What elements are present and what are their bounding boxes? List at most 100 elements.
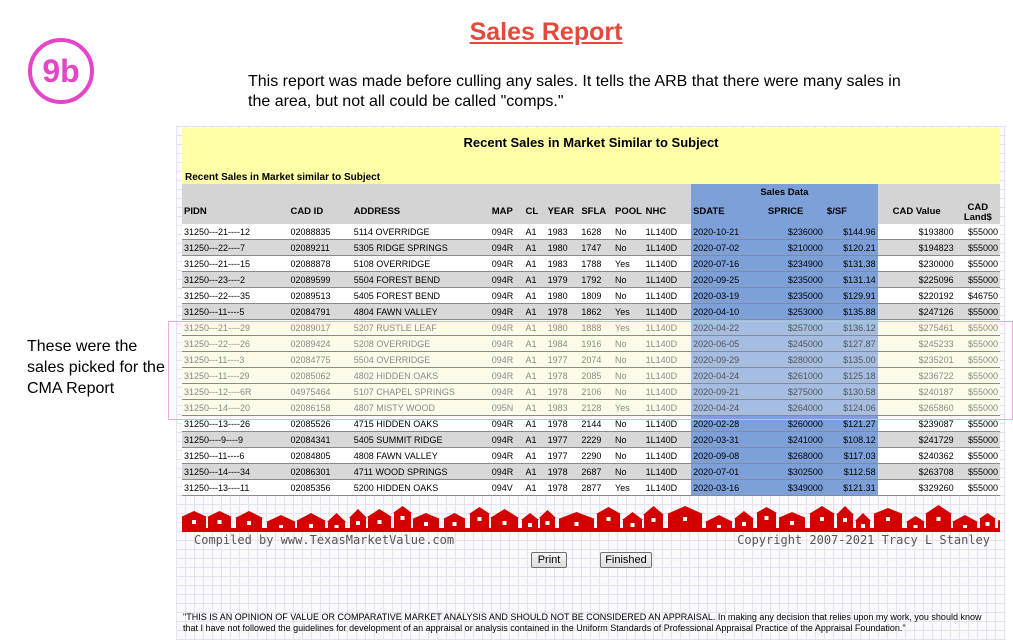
house-shape	[667, 506, 703, 530]
print-button[interactable]: Print	[531, 552, 567, 568]
cell-year: 1983	[545, 224, 580, 240]
finished-button[interactable]: Finished	[600, 552, 652, 568]
cell-cad-id: 02086301	[288, 463, 352, 480]
cell-sale-date: 2020-03-16	[691, 479, 766, 496]
cell-cad-value: $225096	[877, 271, 956, 288]
disclaimer-text: "THIS IS AN OPINION OF VALUE OR COMPARAT…	[183, 612, 982, 633]
copyright-text: Copyright 2007-2021 Tracy L Stanley	[737, 533, 990, 547]
cell-pidn: 31250----9----9	[182, 431, 289, 448]
cell-address: 5305 RIDGE SPRINGS	[351, 239, 490, 256]
cell-sale-price: $257000	[765, 319, 825, 336]
house-shape	[873, 508, 903, 530]
house-shape	[349, 509, 367, 530]
cell-sale-price: $275000	[765, 383, 825, 400]
cell-cad-id: 02088835	[288, 224, 352, 240]
cell-cad-value: $329260	[877, 479, 956, 496]
sales-report-panel: Recent Sales in Market Similar to Subjec…	[176, 126, 1013, 640]
cell-cad-land: $55000	[955, 239, 1000, 256]
cell-year: 1983	[545, 255, 580, 272]
cell-nhc: 1L140D	[643, 271, 692, 288]
cell-address: 5207 RUSTLE LEAF	[351, 319, 490, 336]
cell-address: 4807 MISTY WOOD	[351, 399, 490, 416]
cell-sale-date: 2020-09-29	[691, 351, 766, 368]
house-shape	[836, 506, 854, 530]
cell-pidn: 31250---11----29	[182, 367, 289, 384]
cell-year: 1978	[545, 479, 580, 496]
table-row-picked: 31250---11----3 02084775 5504 OVERRIDGE 094…	[182, 351, 1000, 368]
sales-table: Sales Data PIDN CAD ID ADDRESS MAP CL YE…	[182, 184, 1000, 496]
cell-price-per-sf: $120.21	[824, 239, 878, 256]
report-heading: Recent Sales in Market Similar to Subjec…	[463, 135, 719, 150]
cell-cl: A1	[523, 463, 546, 480]
cell-map: 094R	[489, 224, 524, 240]
cell-map: 094R	[489, 303, 524, 320]
cell-sfla: 1916	[579, 335, 614, 352]
cell-cad-land: $55000	[955, 319, 1000, 336]
cell-cl: A1	[523, 255, 546, 272]
cell-sfla: 1792	[579, 271, 614, 288]
col-header-pidn: PIDN	[182, 198, 289, 224]
cell-pool: Yes	[613, 255, 644, 272]
cell-pidn: 31250---22----7	[182, 239, 289, 256]
cell-year: 1977	[545, 447, 580, 464]
cell-price-per-sf: $124.06	[824, 399, 878, 416]
cell-cl: A1	[523, 351, 546, 368]
cell-cad-land: $55000	[955, 447, 1000, 464]
cell-map: 094R	[489, 415, 524, 432]
cell-cad-id: 02085356	[288, 479, 352, 496]
house-shape	[539, 510, 556, 530]
cell-cad-id: 04975464	[288, 383, 352, 400]
cell-sfla: 1628	[579, 224, 614, 240]
cell-price-per-sf: $130.58	[824, 383, 878, 400]
col-header-year: YEAR	[545, 198, 580, 224]
cell-cad-value: $263708	[877, 463, 956, 480]
cell-map: 094V	[489, 479, 524, 496]
cell-pool: No	[613, 335, 644, 352]
house-shape	[906, 516, 925, 530]
cell-sale-price: $235000	[765, 271, 825, 288]
cell-pool: No	[613, 224, 644, 240]
cell-year: 1980	[545, 319, 580, 336]
cell-cl: A1	[523, 447, 546, 464]
cell-cad-value: $193800	[877, 224, 956, 240]
page-title: Sales Report	[469, 18, 623, 46]
cell-map: 094R	[489, 383, 524, 400]
house-shape	[734, 511, 754, 530]
cell-map: 094R	[489, 255, 524, 272]
cell-sfla: 1747	[579, 239, 614, 256]
cell-cad-id: 02089211	[288, 239, 352, 256]
cell-address: 4711 WOOD SPRINGS	[351, 463, 490, 480]
cell-cad-id: 02089599	[288, 271, 352, 288]
cell-nhc: 1L140D	[643, 383, 692, 400]
house-shape	[622, 512, 643, 530]
table-row: 31250---13----11 02085356 5200 HIDDEN OAKS…	[182, 479, 1000, 496]
cell-pool: No	[613, 463, 644, 480]
sales-data-group-header: Sales Data	[691, 184, 878, 198]
cell-year: 1978	[545, 367, 580, 384]
cell-sale-price: $235000	[765, 287, 825, 304]
slide-number-badge: 9b	[28, 38, 94, 104]
header-spacer	[182, 184, 692, 198]
cell-cl: A1	[523, 367, 546, 384]
cell-address: 5504 FOREST BEND	[351, 271, 490, 288]
cell-nhc: 1L140D	[643, 287, 692, 304]
cell-price-per-sf: $135.00	[824, 351, 878, 368]
house-shape	[367, 509, 392, 530]
cell-address: 5200 HIDDEN OAKS	[351, 479, 490, 496]
cell-sale-price: $302500	[765, 463, 825, 480]
cell-price-per-sf: $135.88	[824, 303, 878, 320]
cell-address: 4808 FAWN VALLEY	[351, 447, 490, 464]
cell-pidn: 31250---11----5	[182, 303, 289, 320]
house-shape	[266, 515, 296, 530]
intro-text: This report was made before culling any …	[248, 73, 901, 110]
col-header-sfla: SFLA	[579, 198, 614, 224]
header-spacer-right	[877, 184, 1000, 198]
col-header-sdate: SDATE	[691, 198, 766, 224]
table-row: 31250---23----2 02089599 5504 FOREST BEND 0…	[182, 271, 1000, 288]
cell-nhc: 1L140D	[643, 351, 692, 368]
cell-sfla: 2144	[579, 415, 614, 432]
table-row: 31250----9----9 02084341 5405 SUMMIT RIDGE…	[182, 431, 1000, 448]
cell-sale-date: 2020-06-05	[691, 335, 766, 352]
footer-banner: Compiled by www.TexasMarketValue.com Cop…	[181, 504, 1013, 554]
house-shape	[327, 513, 346, 530]
